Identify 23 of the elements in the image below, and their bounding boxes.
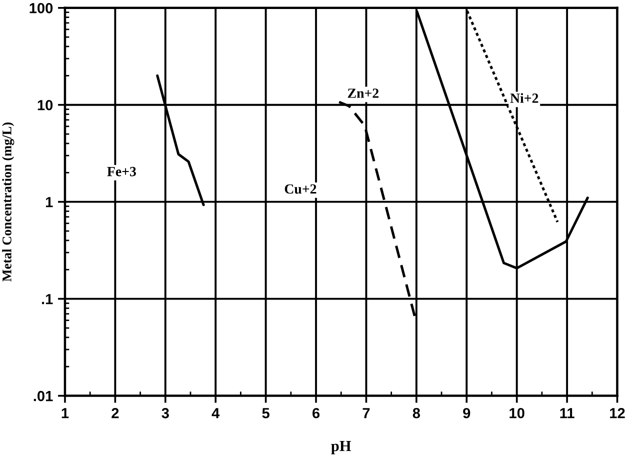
series-label: Ni+2 bbox=[510, 93, 538, 103]
x-tick-label: 3 bbox=[162, 408, 169, 418]
x-tick-label: 10 bbox=[510, 408, 524, 418]
y-tick-label: 1 bbox=[46, 197, 53, 208]
x-tick-label: 6 bbox=[312, 408, 320, 418]
x-tick-label: 8 bbox=[412, 408, 420, 418]
y-tick-label: .01 bbox=[34, 390, 53, 402]
x-tick-label: 7 bbox=[362, 408, 370, 418]
x-axis-title: pH bbox=[331, 441, 352, 454]
x-tick-label: 1 bbox=[62, 408, 69, 418]
y-tick-label: 10 bbox=[38, 100, 53, 110]
series-label: Zn+2 bbox=[348, 88, 379, 98]
x-tick-label: 9 bbox=[463, 408, 470, 418]
x-tick-label: 2 bbox=[112, 408, 119, 418]
x-tick-label: 4 bbox=[212, 408, 220, 418]
y-axis-title: Metal Concentration (mg/L) bbox=[2, 122, 14, 282]
x-tick-label: 5 bbox=[262, 408, 270, 418]
x-tick-label: 12 bbox=[610, 408, 625, 418]
annotation: Cu+2 bbox=[284, 184, 316, 194]
y-tick-label: .1 bbox=[42, 294, 53, 304]
x-tick-label: 11 bbox=[560, 408, 574, 418]
annotation: Fe+3 bbox=[107, 166, 136, 176]
y-tick-label: 100 bbox=[30, 2, 53, 14]
